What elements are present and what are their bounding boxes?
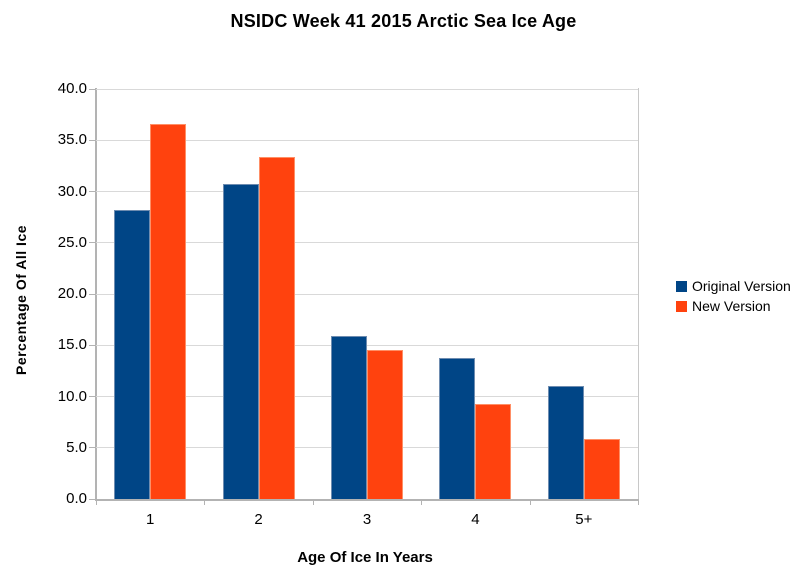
x-axis-tick <box>421 499 423 505</box>
legend: Original Version New Version <box>676 276 791 316</box>
x-axis-tick <box>638 499 639 505</box>
y-tick-label: 5.0 <box>66 438 87 456</box>
y-tick-label: 10.0 <box>57 387 87 405</box>
legend-swatch-icon <box>676 300 687 312</box>
y-axis-tick <box>89 447 96 449</box>
y-axis-tick <box>89 242 96 244</box>
bar-new-version-age-3 <box>367 350 403 499</box>
bar-new-version-age-5+ <box>583 438 620 499</box>
x-tick-label: 2 <box>254 511 263 528</box>
x-axis-title: Age Of Ice In Years <box>297 549 433 566</box>
y-tick-label: 15.0 <box>57 336 87 354</box>
bar-original-version-age-4 <box>439 357 476 499</box>
gridline <box>96 191 638 192</box>
y-tick-label: 35.0 <box>57 131 87 149</box>
legend-item: Original Version <box>676 276 791 296</box>
x-axis-tick <box>204 499 206 505</box>
y-axis-tick <box>89 139 96 141</box>
plot-right-border <box>638 88 639 499</box>
y-tick-label: 20.0 <box>57 285 87 302</box>
bar-original-version-age-1 <box>114 209 151 499</box>
y-axis-tick <box>89 293 96 295</box>
gridline <box>96 293 638 295</box>
y-axis-tick <box>89 191 96 192</box>
y-tick-label: 25.0 <box>57 233 87 251</box>
bar-new-version-age-2 <box>258 156 295 499</box>
x-axis-tick <box>529 499 531 505</box>
bar-new-version-age-1 <box>150 123 187 499</box>
y-tick-label: 0.0 <box>66 490 87 507</box>
legend-label: Original Version <box>692 278 791 294</box>
legend-swatch-icon <box>676 280 687 292</box>
y-axis-tick <box>89 88 96 90</box>
gridline <box>96 242 638 244</box>
x-tick-label: 3 <box>362 511 372 528</box>
y-axis-tick <box>89 344 96 346</box>
gridline <box>96 344 638 346</box>
x-tick-label: 5+ <box>575 511 593 528</box>
bar-original-version-age-3 <box>331 336 367 499</box>
y-axis-tick <box>89 396 96 397</box>
y-tick-label: 40.0 <box>57 80 87 97</box>
bar-new-version-age-4 <box>475 403 512 499</box>
legend-label: New Version <box>692 298 771 314</box>
x-tick-label: 4 <box>471 511 480 528</box>
y-tick-label: 30.0 <box>57 182 87 200</box>
y-axis-tick <box>89 498 96 500</box>
chart-title: NSIDC Week 41 2015 Arctic Sea Ice Age <box>230 11 577 31</box>
x-axis-tick <box>312 499 314 505</box>
x-axis-tick <box>96 499 97 505</box>
legend-item: New Version <box>676 296 791 316</box>
gridline <box>96 139 638 141</box>
bar-original-version-age-5+ <box>547 386 584 499</box>
x-axis-line <box>95 499 639 501</box>
gridline <box>96 88 638 90</box>
x-tick-label: 1 <box>146 511 155 528</box>
bar-original-version-age-2 <box>222 184 259 499</box>
